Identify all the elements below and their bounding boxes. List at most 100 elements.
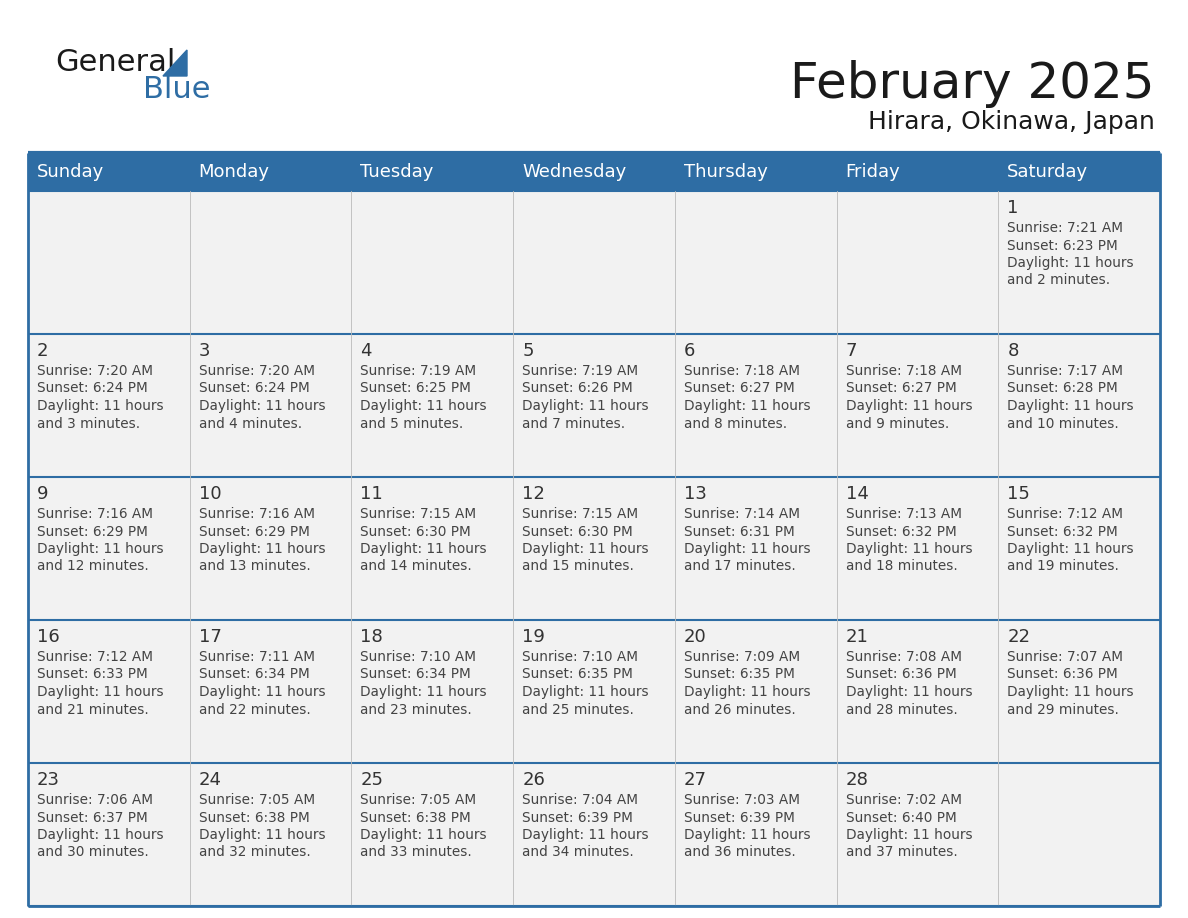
Text: and 12 minutes.: and 12 minutes.: [37, 559, 148, 574]
Text: Sunset: 6:25 PM: Sunset: 6:25 PM: [360, 382, 472, 396]
Text: 11: 11: [360, 485, 384, 503]
Text: 3: 3: [198, 342, 210, 360]
Text: Sunrise: 7:08 AM: Sunrise: 7:08 AM: [846, 650, 961, 664]
Bar: [29, 334, 1159, 477]
Text: Sunset: 6:31 PM: Sunset: 6:31 PM: [684, 524, 795, 539]
Text: Sunrise: 7:11 AM: Sunrise: 7:11 AM: [198, 650, 315, 664]
Text: 15: 15: [1007, 485, 1030, 503]
Text: and 14 minutes.: and 14 minutes.: [360, 559, 472, 574]
Text: Sunset: 6:35 PM: Sunset: 6:35 PM: [684, 667, 795, 681]
Bar: [29, 153, 1159, 191]
Text: Sunrise: 7:05 AM: Sunrise: 7:05 AM: [198, 793, 315, 807]
Text: Daylight: 11 hours: Daylight: 11 hours: [684, 542, 810, 556]
Text: Blue: Blue: [143, 75, 210, 104]
Text: Sunrise: 7:12 AM: Sunrise: 7:12 AM: [37, 650, 153, 664]
Text: and 37 minutes.: and 37 minutes.: [846, 845, 958, 859]
Text: Sunset: 6:36 PM: Sunset: 6:36 PM: [846, 667, 956, 681]
Text: Sunrise: 7:04 AM: Sunrise: 7:04 AM: [523, 793, 638, 807]
Text: 14: 14: [846, 485, 868, 503]
Text: Sunset: 6:39 PM: Sunset: 6:39 PM: [523, 811, 633, 824]
Text: Sunrise: 7:10 AM: Sunrise: 7:10 AM: [360, 650, 476, 664]
Text: Daylight: 11 hours: Daylight: 11 hours: [846, 542, 972, 556]
Text: Hirara, Okinawa, Japan: Hirara, Okinawa, Japan: [868, 110, 1155, 134]
Text: 10: 10: [198, 485, 221, 503]
Text: and 2 minutes.: and 2 minutes.: [1007, 274, 1111, 287]
Text: Daylight: 11 hours: Daylight: 11 hours: [198, 685, 326, 699]
Text: Sunrise: 7:02 AM: Sunrise: 7:02 AM: [846, 793, 961, 807]
Text: Sunset: 6:27 PM: Sunset: 6:27 PM: [846, 382, 956, 396]
Text: and 30 minutes.: and 30 minutes.: [37, 845, 148, 859]
Text: Daylight: 11 hours: Daylight: 11 hours: [684, 828, 810, 842]
Text: 24: 24: [198, 771, 222, 789]
Text: 7: 7: [846, 342, 857, 360]
Text: 28: 28: [846, 771, 868, 789]
Text: and 33 minutes.: and 33 minutes.: [360, 845, 472, 859]
Text: 13: 13: [684, 485, 707, 503]
Text: Sunset: 6:24 PM: Sunset: 6:24 PM: [198, 382, 309, 396]
Text: Sunset: 6:40 PM: Sunset: 6:40 PM: [846, 811, 956, 824]
Text: and 29 minutes.: and 29 minutes.: [1007, 702, 1119, 717]
Text: Sunrise: 7:20 AM: Sunrise: 7:20 AM: [37, 364, 153, 378]
Text: Saturday: Saturday: [1007, 163, 1088, 181]
Text: Daylight: 11 hours: Daylight: 11 hours: [360, 542, 487, 556]
Text: Daylight: 11 hours: Daylight: 11 hours: [360, 685, 487, 699]
Text: Sunrise: 7:14 AM: Sunrise: 7:14 AM: [684, 507, 800, 521]
Text: Sunday: Sunday: [37, 163, 105, 181]
Text: Sunset: 6:29 PM: Sunset: 6:29 PM: [37, 524, 147, 539]
Bar: [29, 620, 1159, 763]
Text: Sunrise: 7:19 AM: Sunrise: 7:19 AM: [523, 364, 638, 378]
Text: Sunrise: 7:17 AM: Sunrise: 7:17 AM: [1007, 364, 1124, 378]
Text: Daylight: 11 hours: Daylight: 11 hours: [37, 685, 164, 699]
Text: 1: 1: [1007, 199, 1018, 217]
Text: and 7 minutes.: and 7 minutes.: [523, 417, 625, 431]
Text: Sunset: 6:29 PM: Sunset: 6:29 PM: [198, 524, 310, 539]
Text: Sunset: 6:39 PM: Sunset: 6:39 PM: [684, 811, 795, 824]
Text: and 4 minutes.: and 4 minutes.: [198, 417, 302, 431]
Text: 4: 4: [360, 342, 372, 360]
Text: Daylight: 11 hours: Daylight: 11 hours: [846, 399, 972, 413]
Text: and 19 minutes.: and 19 minutes.: [1007, 559, 1119, 574]
Text: Daylight: 11 hours: Daylight: 11 hours: [37, 828, 164, 842]
Text: Sunset: 6:36 PM: Sunset: 6:36 PM: [1007, 667, 1118, 681]
Text: 20: 20: [684, 628, 707, 646]
Text: Sunrise: 7:15 AM: Sunrise: 7:15 AM: [523, 507, 638, 521]
Text: and 13 minutes.: and 13 minutes.: [198, 559, 310, 574]
Text: Sunset: 6:34 PM: Sunset: 6:34 PM: [198, 667, 309, 681]
Text: Sunset: 6:38 PM: Sunset: 6:38 PM: [198, 811, 309, 824]
Text: Tuesday: Tuesday: [360, 163, 434, 181]
Text: Daylight: 11 hours: Daylight: 11 hours: [198, 399, 326, 413]
Text: and 15 minutes.: and 15 minutes.: [523, 559, 634, 574]
Text: Daylight: 11 hours: Daylight: 11 hours: [684, 685, 810, 699]
Text: 9: 9: [37, 485, 49, 503]
Text: 12: 12: [523, 485, 545, 503]
Text: and 23 minutes.: and 23 minutes.: [360, 702, 472, 717]
Text: Daylight: 11 hours: Daylight: 11 hours: [37, 542, 164, 556]
Text: Daylight: 11 hours: Daylight: 11 hours: [684, 399, 810, 413]
Text: Wednesday: Wednesday: [523, 163, 626, 181]
Text: and 28 minutes.: and 28 minutes.: [846, 702, 958, 717]
Text: 22: 22: [1007, 628, 1030, 646]
Text: and 9 minutes.: and 9 minutes.: [846, 417, 949, 431]
Text: Daylight: 11 hours: Daylight: 11 hours: [846, 685, 972, 699]
Text: 25: 25: [360, 771, 384, 789]
Text: Daylight: 11 hours: Daylight: 11 hours: [37, 399, 164, 413]
Text: 26: 26: [523, 771, 545, 789]
Text: Sunrise: 7:21 AM: Sunrise: 7:21 AM: [1007, 221, 1124, 235]
Text: 8: 8: [1007, 342, 1018, 360]
Text: Daylight: 11 hours: Daylight: 11 hours: [1007, 399, 1133, 413]
Bar: [29, 763, 1159, 906]
Text: and 21 minutes.: and 21 minutes.: [37, 702, 148, 717]
Text: Sunrise: 7:07 AM: Sunrise: 7:07 AM: [1007, 650, 1124, 664]
Text: and 34 minutes.: and 34 minutes.: [523, 845, 634, 859]
Text: and 26 minutes.: and 26 minutes.: [684, 702, 796, 717]
Text: Sunrise: 7:20 AM: Sunrise: 7:20 AM: [198, 364, 315, 378]
Text: Sunset: 6:24 PM: Sunset: 6:24 PM: [37, 382, 147, 396]
Text: Friday: Friday: [846, 163, 901, 181]
Text: Sunrise: 7:09 AM: Sunrise: 7:09 AM: [684, 650, 800, 664]
Text: Daylight: 11 hours: Daylight: 11 hours: [1007, 256, 1133, 270]
Text: Sunrise: 7:12 AM: Sunrise: 7:12 AM: [1007, 507, 1124, 521]
Text: Sunset: 6:34 PM: Sunset: 6:34 PM: [360, 667, 472, 681]
Text: Sunset: 6:26 PM: Sunset: 6:26 PM: [523, 382, 633, 396]
Text: 18: 18: [360, 628, 384, 646]
Text: Daylight: 11 hours: Daylight: 11 hours: [360, 399, 487, 413]
